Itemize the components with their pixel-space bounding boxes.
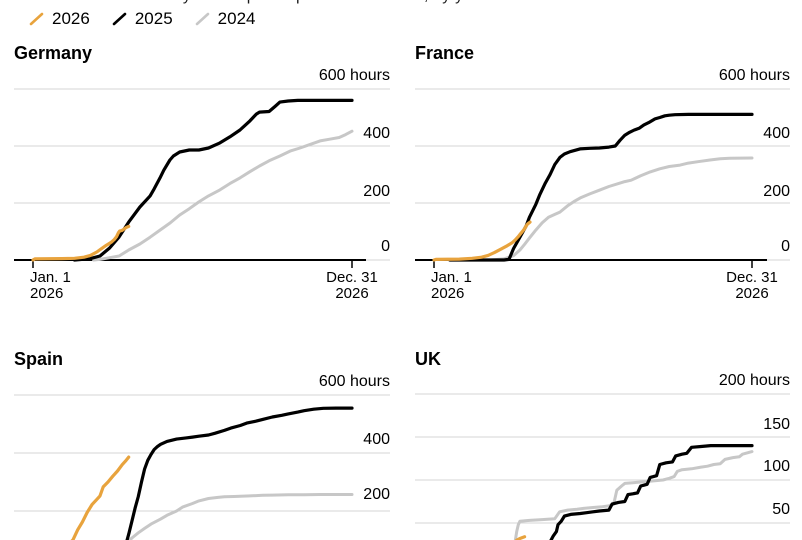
legend-item-2026: 2026 [29,9,90,29]
xaxis-label-line: 2026 [30,285,64,302]
series-line-2026 [432,220,532,262]
xaxis-label-line: Jan. 1 [431,269,472,286]
spain-plot [14,394,390,540]
ytick-label: 100 [763,458,790,475]
ytick-label: 200 [363,486,390,503]
xaxis-label-end: Dec. 31 2026 [708,270,796,302]
series-line-2024 [513,450,754,540]
ytick-label: 150 [763,416,790,433]
panel-title-uk: UK [415,349,441,369]
series-line-2026 [514,535,527,540]
xaxis-label-line: Dec. 31 [726,269,778,286]
series-line-2024 [489,156,754,262]
xaxis-label-start: Jan. 1 2026 [30,270,71,302]
series-line-2026 [70,455,131,540]
ytick-label: 600 hours [318,67,390,84]
series-line-2025 [448,112,754,262]
xaxis-label-line: 2026 [431,285,465,302]
series-line-2024 [127,493,354,540]
ytick-label: 200 [763,183,790,200]
ytick-label: 0 [781,238,790,255]
legend-label-2024: 2024 [217,9,256,28]
ytick-label: 400 [363,125,390,142]
france-plot [415,88,790,268]
clipped-subtitle: Cumulative hours of day-ahead power pric… [14,0,774,7]
line-swatch-2026-icon [29,12,44,26]
panel-title-spain: Spain [14,349,64,369]
series-line-2026 [31,224,131,262]
ytick-label: 600 hours [318,373,390,390]
legend-item-2025: 2025 [112,9,173,29]
ytick-label: 200 hours [718,372,790,389]
line-swatch-2024-icon [195,12,209,26]
line-swatch-2025-icon [112,12,127,26]
xaxis-label-start: Jan. 1 2026 [431,270,472,302]
xaxis-label-end: Dec. 31 2026 [308,270,396,302]
panel-title-germany: Germany [14,43,93,63]
ytick-label: 200 [363,183,390,200]
legend: 2026 2025 2024 [29,7,255,31]
xaxis-label-line: Jan. 1 [30,269,71,286]
legend-item-2024: 2024 [195,9,256,29]
ytick-label: 0 [381,238,390,255]
ytick-label: 600 hours [718,67,790,84]
uk-plot [415,393,790,540]
series-line-2024 [92,129,354,262]
ytick-label: 400 [763,125,790,142]
clipped-subtitle-text: Cumulative hours of day-ahead power pric… [14,0,487,5]
xaxis-label-line: Dec. 31 [326,269,378,286]
legend-label-2026: 2026 [52,9,90,28]
panel-title-france: France [415,43,475,63]
series-line-2025 [125,406,354,540]
germany-plot [14,88,390,268]
ytick-label: 400 [363,431,390,448]
legend-label-2025: 2025 [134,9,173,28]
series-line-2025 [549,443,754,540]
xaxis-label-line: 2026 [335,285,369,302]
xaxis-label-line: 2026 [735,285,769,302]
ytick-label: 50 [772,501,790,518]
